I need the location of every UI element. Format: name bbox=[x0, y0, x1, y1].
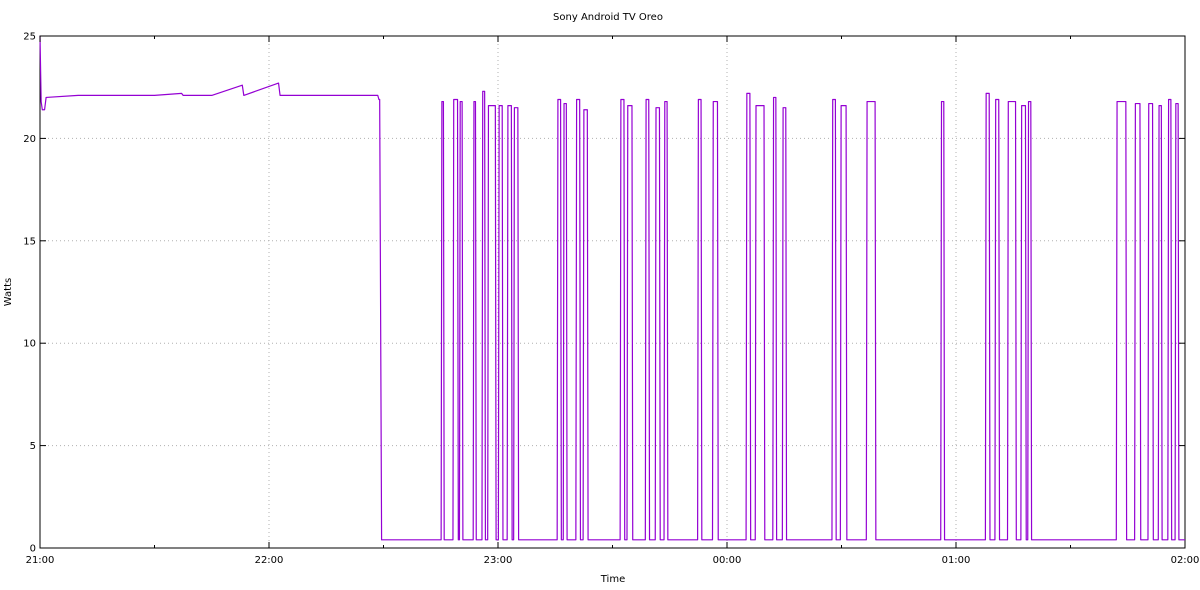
x-tick-label: 02:00 bbox=[1171, 555, 1200, 566]
grid bbox=[40, 36, 1185, 548]
y-tick-label: 20 bbox=[23, 134, 36, 145]
x-axis-label: Time bbox=[600, 574, 625, 585]
y-tick-label: 5 bbox=[30, 441, 36, 452]
chart-title: Sony Android TV Oreo bbox=[553, 12, 663, 23]
x-tick-label: 21:00 bbox=[26, 555, 55, 566]
y-tick-label: 25 bbox=[23, 32, 36, 43]
x-tick-label: 01:00 bbox=[942, 555, 971, 566]
x-tick-label: 22:00 bbox=[255, 555, 284, 566]
y-tick-label: 0 bbox=[30, 544, 36, 555]
x-tick-label: 00:00 bbox=[713, 555, 742, 566]
y-tick-label: 15 bbox=[23, 236, 36, 247]
ticks: 0 5 10 15 20 25 21:00 22:00 23:00 00:00 01:00 02:00 bbox=[23, 32, 1199, 567]
y-axis-label: Watts bbox=[3, 278, 14, 306]
plot-frame bbox=[39, 35, 1186, 549]
series-layer bbox=[39, 35, 1185, 541]
y-tick-label: 10 bbox=[23, 339, 36, 350]
series-line bbox=[39, 35, 1185, 541]
plot-border bbox=[39, 35, 1186, 549]
x-tick-label: 23:00 bbox=[484, 555, 513, 566]
